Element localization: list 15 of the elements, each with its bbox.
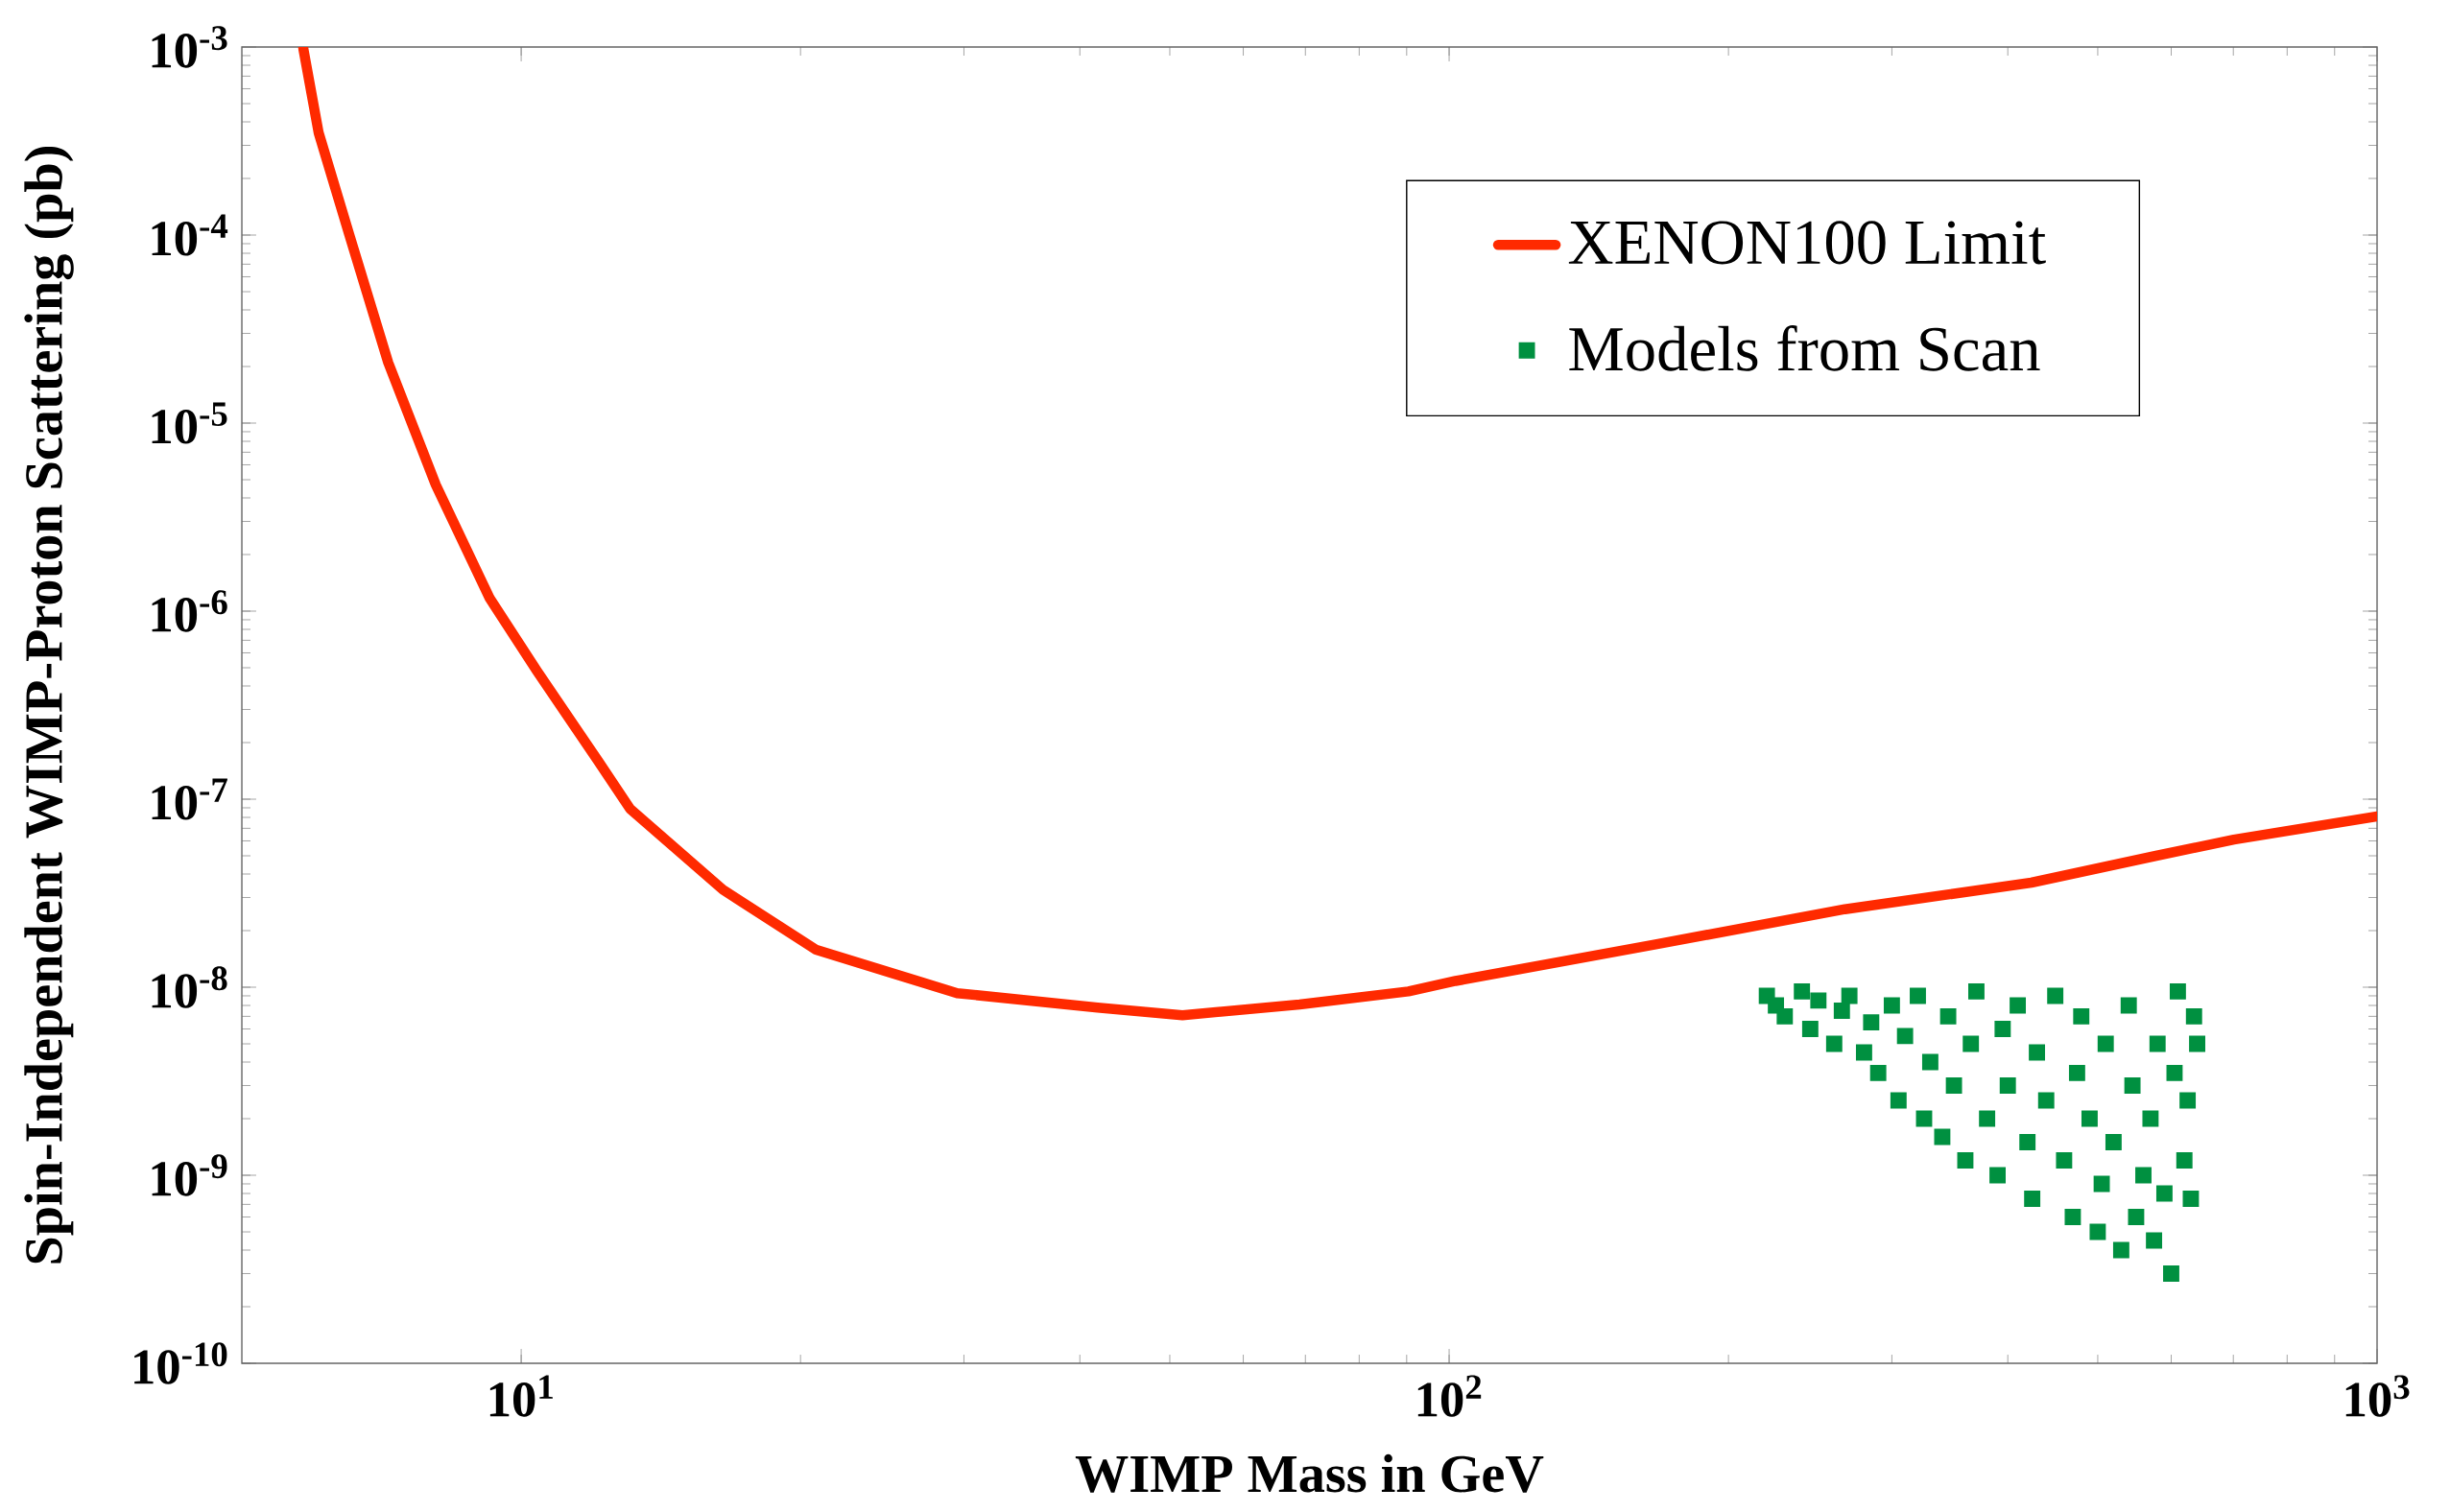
y-tick-label: 10$^{-5}$ — [152, 402, 227, 444]
y-tick-label: 10$^{-6}$ — [152, 590, 227, 632]
y-axis-title: Spin-Independent WIMP-Proton Scattering (pb) — [24, 147, 74, 1264]
y-tick-label: 10$^{-9}$ — [152, 1154, 227, 1196]
y-tick-label: 10$^{-8}$ — [152, 966, 227, 1008]
y-tick-label: 10$^{-4}$ — [152, 214, 228, 256]
x-tick-label: 10$^{1}$ — [489, 1375, 553, 1417]
legend-label: XENON100 Limit — [1568, 221, 2046, 265]
y-tick-label: 10$^{-3}$ — [152, 26, 227, 68]
legend-label: Models from Scan — [1569, 325, 2040, 371]
x-axis-title: WIMP Mass in GeV — [1075, 1453, 1544, 1493]
y-tick-label: 10$^{-10}$ — [134, 1342, 227, 1384]
x-tick-label: 10$^{3}$ — [2345, 1375, 2410, 1417]
x-tick-label: 10$^{2}$ — [1417, 1375, 1482, 1417]
y-tick-label: 10$^{-7}$ — [152, 778, 227, 820]
